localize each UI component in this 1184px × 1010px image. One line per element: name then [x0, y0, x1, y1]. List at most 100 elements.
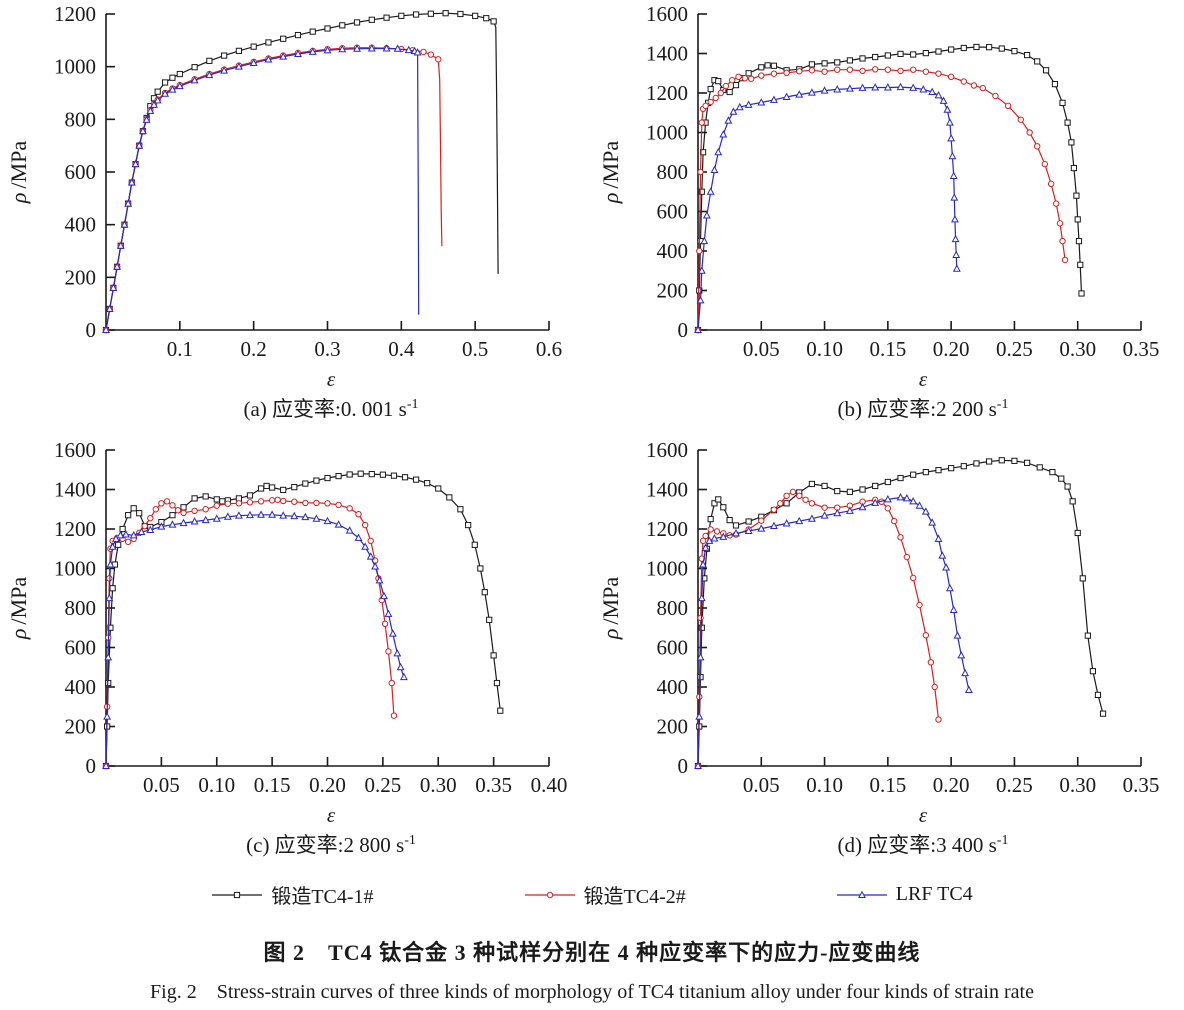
svg-text:0.05: 0.05 — [743, 773, 780, 797]
circle-marker-icon — [524, 891, 575, 898]
subplot-c-caption: (c) 应变率:2 800 s-1 — [0, 828, 592, 858]
subplot-d-caption-sup: -1 — [996, 833, 1009, 848]
plot-c-canvas: 0 200 400 600 800 1000 1200 1400 1600 0.05 0.10 0.1… — [6, 438, 568, 797]
svg-text:0.05: 0.05 — [143, 773, 180, 797]
square-marker-icon — [212, 891, 263, 898]
subplot-a-caption-sup: -1 — [406, 397, 419, 412]
svg-text:200: 200 — [65, 715, 97, 739]
svg-text:0.10: 0.10 — [806, 773, 843, 797]
svg-text:0.15: 0.15 — [869, 337, 906, 361]
legend-label-lrf-tc4: LRF TC4 — [895, 883, 973, 905]
svg-text:600: 600 — [657, 636, 689, 660]
svg-text:0.40: 0.40 — [531, 773, 568, 797]
svg-text:0: 0 — [678, 754, 689, 778]
svg-text:200: 200 — [65, 265, 97, 289]
svg-text:200: 200 — [657, 715, 689, 739]
svg-text:ρ/MPa: ρ/MPa — [6, 141, 31, 204]
plots-grid: 0 200 400 600 800 1000 1200 0.1 0.2 0.3 0.4 0.5 0.6 ρ… — [0, 0, 1184, 858]
svg-text:0.30: 0.30 — [1059, 337, 1096, 361]
svg-text:1400: 1400 — [54, 478, 96, 502]
svg-text:0.25: 0.25 — [996, 773, 1033, 797]
plot-b-canvas: 0 200 400 600 800 1000 1200 1400 1600 0.05 0.10 0.1… — [598, 2, 1160, 361]
svg-text:0.35: 0.35 — [475, 773, 512, 797]
svg-text:0.05: 0.05 — [743, 337, 780, 361]
subplot-c-caption-text: (c) 应变率:2 800 s — [246, 833, 405, 857]
svg-text:1600: 1600 — [54, 438, 96, 462]
triangle-marker-icon — [836, 890, 887, 898]
svg-text:800: 800 — [657, 596, 689, 620]
svg-text:1200: 1200 — [54, 2, 96, 26]
svg-text:0: 0 — [86, 318, 97, 342]
svg-text:1000: 1000 — [646, 121, 688, 145]
svg-text:800: 800 — [65, 596, 97, 620]
svg-text:ρ/MPa: ρ/MPa — [598, 141, 623, 204]
svg-text:0.10: 0.10 — [806, 337, 843, 361]
svg-text:0.20: 0.20 — [933, 337, 970, 361]
svg-text:600: 600 — [657, 200, 689, 224]
legend-item-forged-tc4-2: 锻造TC4-2# — [524, 880, 686, 909]
svg-text:0.15: 0.15 — [869, 773, 906, 797]
svg-text:800: 800 — [657, 160, 689, 184]
svg-text:0.5: 0.5 — [462, 337, 488, 361]
svg-text:0.1: 0.1 — [167, 337, 193, 361]
subplot-b: 0 200 400 600 800 1000 1200 1400 1600 0.05 0.10 0.1… — [592, 0, 1184, 422]
legend: 锻造TC4-1# 锻造TC4-2# LRF TC4 — [0, 880, 1184, 909]
figure-caption-en: Fig. 2 Stress-strain curves of three kin… — [150, 981, 1034, 1003]
svg-text:1200: 1200 — [54, 517, 96, 541]
svg-text:ρ/MPa: ρ/MPa — [598, 577, 623, 640]
svg-text:0.25: 0.25 — [365, 773, 402, 797]
svg-text:0.20: 0.20 — [933, 773, 970, 797]
svg-text:0.3: 0.3 — [314, 337, 340, 361]
svg-text:400: 400 — [65, 213, 97, 237]
subplot-b-caption-sup: -1 — [996, 397, 1009, 412]
x-axis-label-c: ε — [326, 803, 336, 827]
svg-text:0.15: 0.15 — [254, 773, 291, 797]
subplot-d: 0 200 400 600 800 1000 1200 1400 1600 0.05 0.10 0.1… — [592, 436, 1184, 858]
svg-text:0.6: 0.6 — [536, 337, 562, 361]
legend-item-lrf-tc4: LRF TC4 — [836, 883, 973, 906]
plot-a-canvas: 0 200 400 600 800 1000 1200 0.1 0.2 0.3 0.4 0.5 0.6 ρ… — [6, 2, 562, 361]
svg-text:0.10: 0.10 — [198, 773, 235, 797]
svg-text:0: 0 — [86, 754, 97, 778]
subplot-b-caption-text: (b) 应变率:2 200 s — [837, 397, 997, 421]
subplot-c: 0 200 400 600 800 1000 1200 1400 1600 0.05 0.10 0.1… — [0, 436, 592, 858]
subplot-d-caption-text: (d) 应变率:3 400 s — [837, 833, 997, 857]
svg-text:1200: 1200 — [646, 517, 688, 541]
svg-text:1200: 1200 — [646, 81, 688, 105]
figure-caption-zh: 图 2 TC4 钛合金 3 种试样分别在 4 种应变率下的应力-应变曲线 — [263, 940, 921, 965]
svg-text:1600: 1600 — [646, 438, 688, 462]
svg-text:800: 800 — [65, 107, 97, 131]
subplot-b-caption: (b) 应变率:2 200 s-1 — [592, 392, 1184, 422]
legend-item-forged-tc4-1: 锻造TC4-1# — [211, 880, 374, 909]
subplot-a-caption-text: (a) 应变率:0. 001 s — [243, 397, 407, 421]
subplot-a-caption: (a) 应变率:0. 001 s-1 — [0, 392, 592, 422]
svg-text:400: 400 — [657, 675, 689, 699]
svg-text:0.35: 0.35 — [1123, 773, 1160, 797]
svg-text:1000: 1000 — [54, 55, 96, 79]
svg-text:1000: 1000 — [54, 557, 96, 581]
svg-text:0.30: 0.30 — [1059, 773, 1096, 797]
plot-d-canvas: 0 200 400 600 800 1000 1200 1400 1600 0.05 0.10 0.1… — [598, 438, 1160, 797]
svg-text:0.30: 0.30 — [420, 773, 457, 797]
svg-text:0: 0 — [678, 318, 689, 342]
subplot-c-caption-sup: -1 — [404, 833, 416, 848]
svg-text:200: 200 — [657, 279, 689, 303]
svg-text:400: 400 — [65, 675, 97, 699]
legend-label-forged-tc4-1: 锻造TC4-1# — [271, 886, 374, 908]
legend-label-forged-tc4-2: 锻造TC4-2# — [583, 886, 686, 908]
svg-text:1000: 1000 — [646, 557, 688, 581]
svg-text:400: 400 — [657, 239, 689, 263]
svg-text:0.4: 0.4 — [388, 337, 415, 361]
x-axis-label-a: ε — [326, 367, 336, 391]
svg-text:600: 600 — [65, 160, 97, 184]
svg-text:ρ/MPa: ρ/MPa — [6, 577, 31, 640]
x-axis-label-d: ε — [918, 803, 928, 827]
svg-text:0.25: 0.25 — [996, 337, 1033, 361]
svg-text:1600: 1600 — [646, 2, 688, 26]
svg-text:0.35: 0.35 — [1123, 337, 1160, 361]
svg-text:1400: 1400 — [646, 478, 688, 502]
svg-text:0.20: 0.20 — [309, 773, 346, 797]
svg-text:1400: 1400 — [646, 42, 688, 66]
svg-text:0.2: 0.2 — [241, 337, 267, 361]
x-axis-label-b: ε — [918, 367, 928, 391]
